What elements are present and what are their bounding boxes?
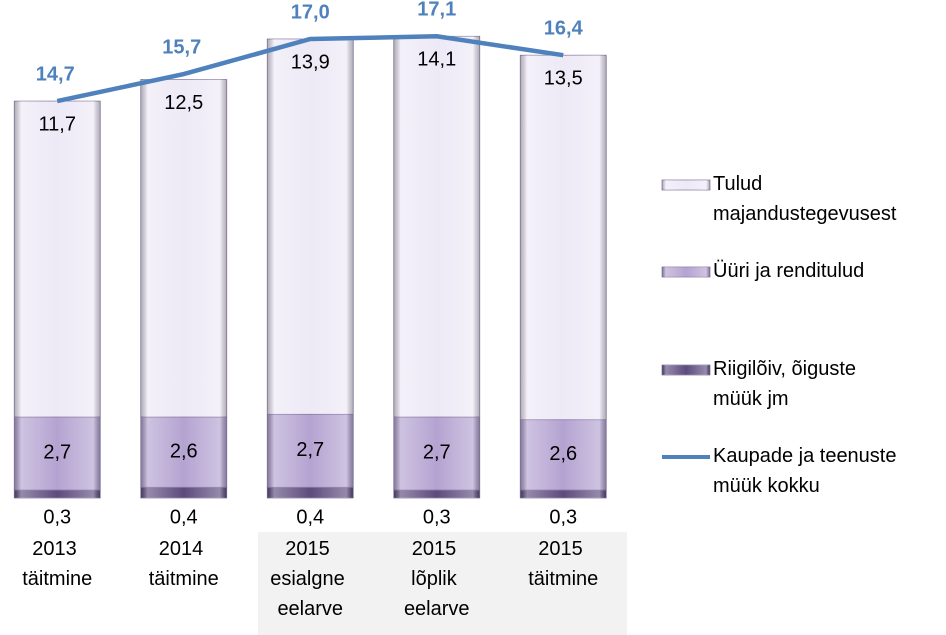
- data-label: 14,1: [417, 49, 456, 71]
- line-series: [56, 34, 564, 104]
- data-label: 2,7: [43, 442, 71, 464]
- data-label: 0,3: [43, 506, 71, 528]
- x-tick-label: 2015 esialgne eelarve: [270, 538, 350, 620]
- data-label: 2,7: [296, 439, 324, 461]
- data-label: 2,6: [170, 440, 198, 462]
- legend-label: Kaupade ja teenuste müük kokku: [713, 445, 902, 497]
- bar-segment: [519, 489, 607, 499]
- bar-segment: [266, 38, 354, 415]
- line-label: 14,7: [36, 63, 75, 85]
- bar-segment: [266, 486, 354, 499]
- bar-segment: [13, 489, 101, 499]
- x-tick-label: 2014 täitmine: [149, 538, 219, 590]
- legend-bevel: [662, 180, 710, 190]
- legend-label: Üüri ja renditulud: [713, 260, 864, 282]
- line-label: 15,7: [162, 36, 201, 58]
- data-label: 0,3: [549, 506, 577, 528]
- x-tick-label: 2013 täitmine: [22, 538, 92, 590]
- data-label: 12,5: [164, 92, 203, 114]
- bar-segment: [13, 100, 101, 418]
- bar-segment: [140, 79, 228, 418]
- data-label: 13,5: [544, 67, 583, 89]
- x-tick-label: 2015 täitmine: [528, 538, 598, 590]
- budget-shade: [258, 532, 627, 635]
- bar-segment: [140, 486, 228, 499]
- x-tick-label: 2015 lõplik eelarve: [404, 538, 470, 620]
- bar-segment: [519, 54, 607, 421]
- line-label: 16,4: [544, 17, 584, 39]
- bar-segment: [393, 35, 481, 418]
- data-label: 2,6: [549, 443, 577, 465]
- legend-bevel: [662, 365, 710, 375]
- data-label: 0,4: [296, 506, 324, 528]
- legend-bevel: [662, 267, 710, 277]
- data-label: 11,7: [39, 113, 76, 135]
- line-label: 17,1: [417, 0, 456, 21]
- data-label: 0,4: [170, 506, 198, 528]
- bar-segment: [393, 489, 481, 499]
- data-label: 2,7: [423, 442, 451, 464]
- legend-label: Riigilõiv, õiguste müük jm: [713, 358, 862, 410]
- data-label: 13,9: [291, 51, 330, 73]
- line-label: 17,0: [291, 1, 330, 23]
- data-label: 0,3: [423, 506, 451, 528]
- legend-label: Tulud majandustegevusest: [713, 173, 897, 225]
